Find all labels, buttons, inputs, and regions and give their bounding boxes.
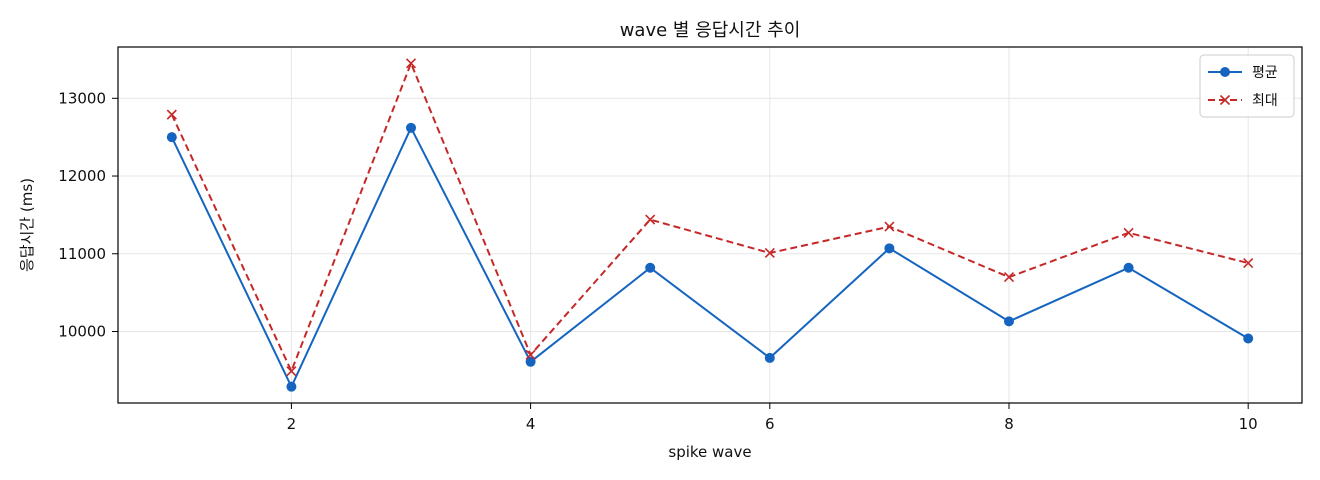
grid-lines — [118, 47, 1302, 403]
data-point-max-stroke — [764, 247, 775, 259]
data-point-average — [764, 352, 775, 363]
data-point-max — [286, 366, 297, 377]
y-tick-label: 10000 — [58, 322, 106, 340]
legend-label: 평균 — [1252, 65, 1278, 81]
data-point-max-stroke — [1003, 272, 1015, 283]
data-point-max — [884, 221, 895, 232]
x-tick-label: 10 — [1239, 415, 1258, 433]
series-line-max — [170, 62, 1249, 373]
data-point-max — [645, 214, 656, 225]
legend-marker-stroke — [1219, 94, 1231, 106]
y-tick-label: 11000 — [58, 245, 106, 263]
legend-box — [1199, 54, 1295, 118]
legend-marker — [1219, 94, 1231, 106]
series-layer — [166, 58, 1254, 392]
series-line-average — [170, 126, 1249, 388]
legend-label: 최대 — [1252, 93, 1278, 109]
y-axis-label: 응답시간 (ms) — [18, 178, 36, 272]
data-point-average — [166, 132, 177, 143]
data-point-max-stroke — [286, 366, 297, 377]
data-point-max — [1123, 227, 1134, 238]
data-point-max — [764, 247, 775, 259]
data-point-average — [1243, 333, 1254, 344]
x-axis-label: spike wave — [668, 443, 751, 461]
data-point-average — [286, 381, 297, 392]
axis-ticks: 2 4 6 8 10 10000 11000 12000 13000 — [58, 89, 1257, 433]
x-tick-label: 2 — [287, 415, 297, 433]
data-point-average — [406, 122, 417, 133]
x-tick-label: 6 — [765, 415, 775, 433]
data-point-max-stroke — [1123, 227, 1134, 238]
data-point-max — [166, 109, 177, 120]
legend-marker — [1220, 67, 1230, 77]
data-point-max-stroke — [645, 214, 656, 225]
plot-frame — [117, 46, 1303, 404]
x-tick-label: 4 — [526, 415, 536, 433]
data-point-max-stroke — [1243, 258, 1254, 269]
data-point-average — [884, 243, 895, 254]
data-point-max — [1003, 272, 1015, 283]
data-point-max — [1243, 258, 1254, 269]
data-point-average — [1003, 316, 1014, 327]
data-point-max-stroke — [166, 109, 177, 120]
data-point-max-stroke — [884, 221, 895, 232]
data-point-average — [645, 262, 656, 273]
x-tick-label: 8 — [1004, 415, 1014, 433]
data-point-average — [1123, 262, 1134, 273]
y-tick-label: 12000 — [58, 167, 106, 185]
data-point-max — [405, 58, 417, 69]
data-point-max — [525, 349, 536, 360]
data-point-average — [525, 356, 536, 367]
data-point-max-stroke — [405, 58, 417, 69]
data-point-max-stroke — [525, 349, 536, 360]
chart-title: wave 별 응답시간 추이 — [620, 20, 801, 41]
y-tick-label: 13000 — [58, 89, 106, 107]
